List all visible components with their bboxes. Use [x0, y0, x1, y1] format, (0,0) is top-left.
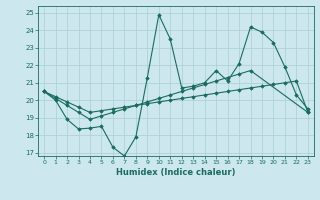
- X-axis label: Humidex (Indice chaleur): Humidex (Indice chaleur): [116, 168, 236, 177]
